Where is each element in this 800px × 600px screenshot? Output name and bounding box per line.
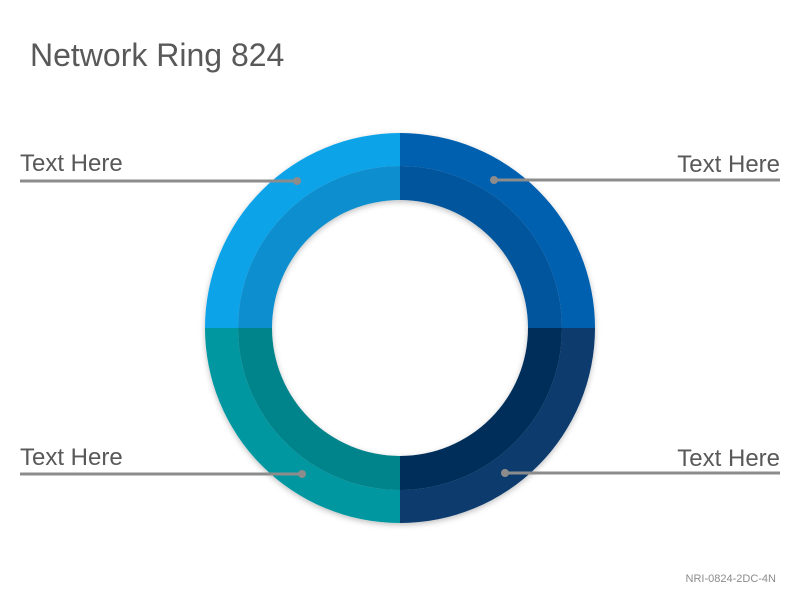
connector-dot — [501, 469, 509, 477]
segment-top-right — [400, 133, 595, 328]
node-label: Text Here — [20, 444, 123, 471]
segment-bottom-right-inner — [400, 328, 562, 490]
title: Network Ring 824 — [30, 37, 284, 73]
connector-dot — [490, 176, 498, 184]
node-label: Text Here — [677, 151, 780, 178]
connector-dot — [293, 177, 301, 185]
ring — [205, 133, 595, 523]
connector-dot — [298, 470, 306, 478]
segment-top-left-inner — [238, 166, 400, 328]
segment-top-left — [205, 133, 400, 328]
node-label: Text Here — [677, 445, 780, 472]
segment-bottom-left — [205, 328, 400, 523]
footer-code: NRI-0824-2DC-4N — [686, 573, 777, 585]
segment-top-right-inner — [400, 166, 562, 328]
segment-bottom-right — [400, 328, 595, 523]
segment-bottom-left-inner — [238, 328, 400, 490]
node-label: Text Here — [20, 150, 123, 177]
